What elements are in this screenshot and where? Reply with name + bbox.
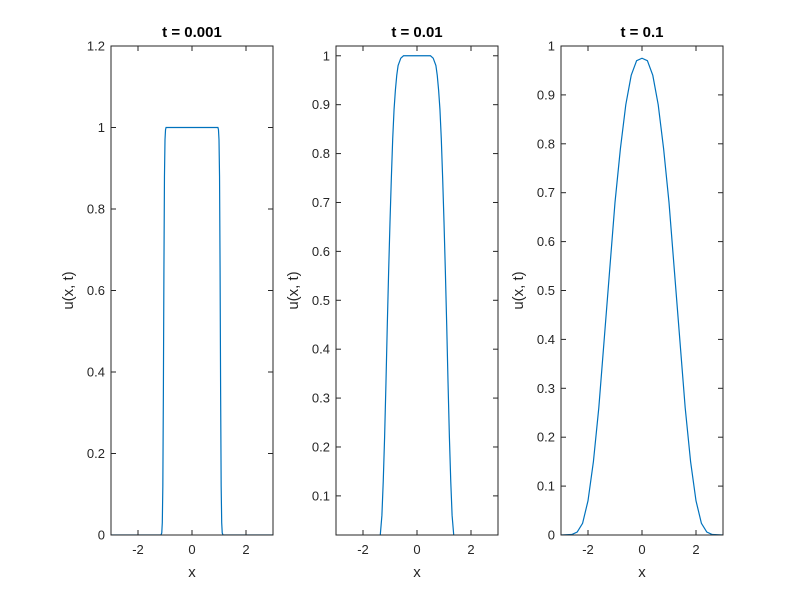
y-tick-label: 1.2 (87, 39, 105, 54)
x-tick-label: -2 (582, 542, 594, 557)
y-tick-label: 0.1 (312, 488, 330, 503)
y-tick-label: 0.7 (537, 185, 555, 200)
y-tick-label: 1 (98, 120, 105, 135)
y-tick-label: 0 (548, 528, 555, 543)
x-tick-label: -2 (357, 542, 369, 557)
x-axis-label: x (638, 564, 646, 581)
y-tick-label: 0.2 (87, 446, 105, 461)
y-tick-label: 0.8 (312, 146, 330, 161)
y-tick-label: 0.5 (312, 293, 330, 308)
y-tick-label: 0.3 (537, 381, 555, 396)
subplot-t-0-01: -2 0 2 0.1 0.2 0.3 0.4 0.5 0.6 0.7 0.8 0.9 1 t = 0.01… (285, 24, 499, 581)
x-tick-label: 2 (692, 542, 699, 557)
y-tick-label: 0 (98, 528, 105, 543)
subplot-title: t = 0.001 (162, 24, 222, 41)
y-tick-label: 0.8 (87, 202, 105, 217)
y-tick-label: 0.6 (312, 244, 330, 259)
y-tick-label: 0.5 (537, 283, 555, 298)
y-tick-label: 1 (548, 39, 555, 54)
y-tick-label: 0.4 (87, 365, 105, 380)
y-axis-label: u(x, t) (285, 271, 302, 309)
y-tick-label: 0.6 (537, 234, 555, 249)
y-tick-label: 1 (323, 48, 330, 63)
x-tick-label: 0 (188, 542, 195, 557)
x-axis-label: x (413, 564, 421, 581)
y-tick-label: 0.9 (537, 87, 555, 102)
x-tick-label: 2 (467, 542, 474, 557)
y-tick-label: 0.6 (87, 283, 105, 298)
x-tick-label: 0 (638, 542, 645, 557)
x-tick-label: 2 (242, 542, 249, 557)
x-axis-label: x (188, 564, 196, 581)
y-tick-label: 0.4 (312, 342, 330, 357)
y-tick-label: 0.2 (537, 430, 555, 445)
x-tick-label: 0 (413, 542, 420, 557)
data-line (561, 57, 723, 535)
subplot-t-0-1: -2 0 2 0 0.1 0.2 0.3 0.4 0.5 0.6 0.7 0.8 0.9 1 t = 0.1… (510, 24, 724, 581)
y-tick-label: 0.7 (312, 195, 330, 210)
y-tick-label: 0.2 (312, 439, 330, 454)
y-tick-label: 0.1 (537, 479, 555, 494)
data-line (379, 55, 455, 535)
y-tick-label: 0.9 (312, 97, 330, 112)
y-tick-label: 0.8 (537, 136, 555, 151)
subplot-title: t = 0.1 (621, 24, 664, 41)
x-tick-label: -2 (132, 542, 144, 557)
subplot-t-0-001: -2 0 2 0 0.2 0.4 0.6 0.8 1 1.2 t = 0.001 x u(x, t) (60, 24, 274, 581)
y-axis-label: u(x, t) (60, 271, 77, 309)
y-axis-label: u(x, t) (510, 271, 527, 309)
y-tick-label: 0.3 (312, 391, 330, 406)
y-tick-label: 0.4 (537, 332, 555, 347)
data-line (111, 126, 273, 535)
subplot-title: t = 0.01 (391, 24, 442, 41)
